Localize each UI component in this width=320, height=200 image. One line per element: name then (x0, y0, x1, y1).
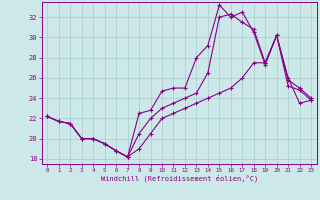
X-axis label: Windchill (Refroidissement éolien,°C): Windchill (Refroidissement éolien,°C) (100, 175, 258, 182)
